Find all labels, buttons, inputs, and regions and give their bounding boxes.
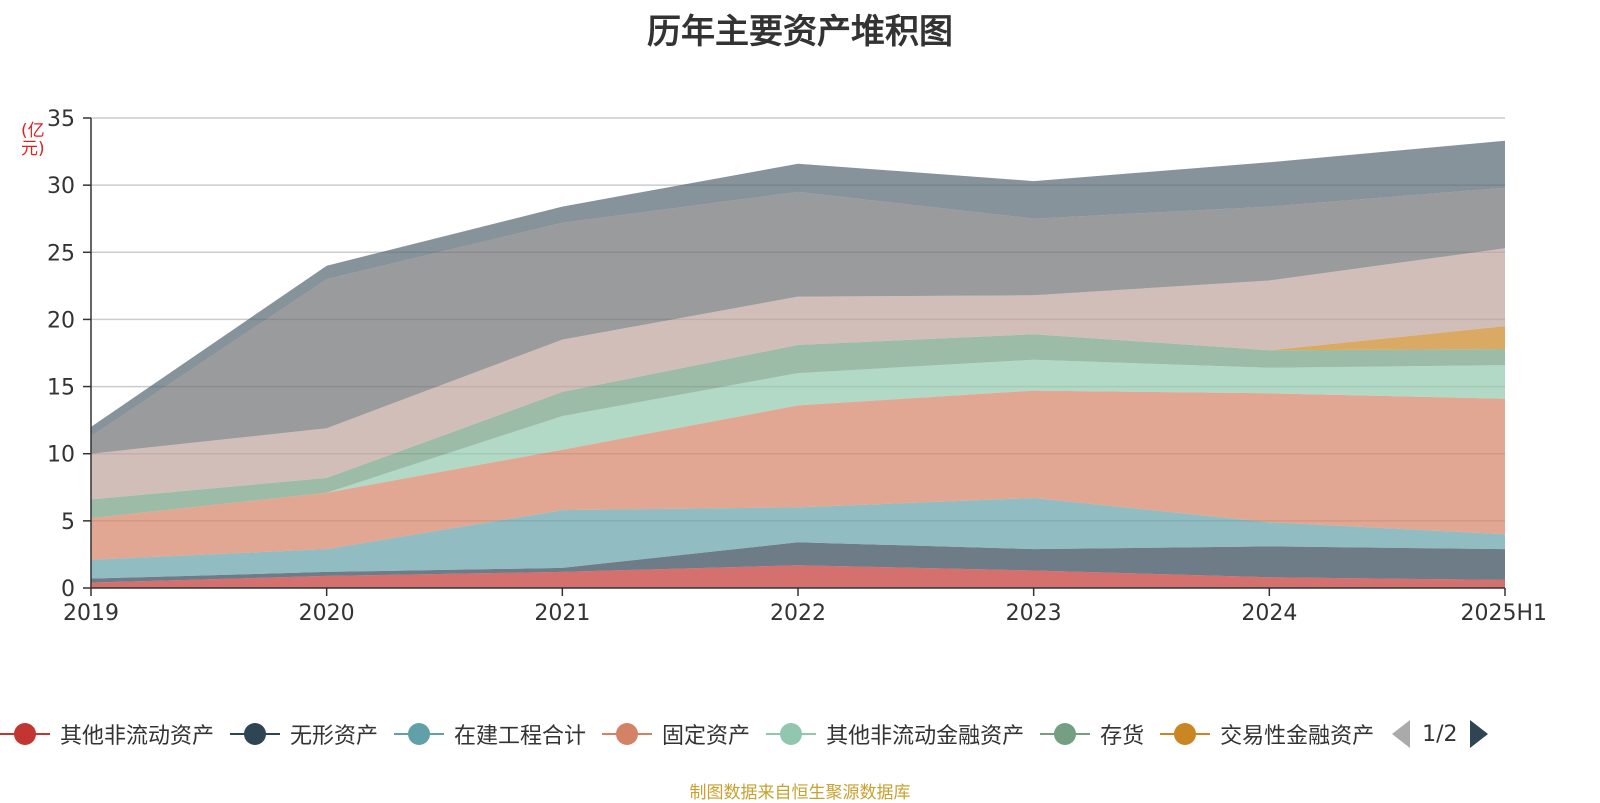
area-series-3 (91, 390, 1505, 560)
y-axis-unit: (亿元) (21, 121, 45, 159)
legend-item[interactable]: 存货 (1040, 718, 1144, 750)
y-tick-label: 5 (61, 510, 75, 535)
legend-label: 交易性金融资产 (1220, 724, 1375, 749)
legend: 其他非流动资产 无形资产 在建工程合计 固定资产 其他非流动金融资产 存货 交易性金融资产 … (0, 714, 1600, 754)
legend-marker-dot (780, 723, 803, 745)
y-tick-label: 10 (47, 443, 75, 468)
legend-prev-page-icon[interactable] (1392, 720, 1411, 748)
x-tick-label: 2025H1 (1460, 601, 1547, 626)
legend-label: 在建工程合计 (454, 724, 587, 749)
x-tick-label: 2024 (1241, 601, 1297, 626)
y-tick-label: 30 (47, 174, 75, 199)
legend-marker-dot (616, 723, 639, 745)
legend-pager: 1/2 (1392, 720, 1488, 748)
legend-item[interactable]: 其他非流动金融资产 (766, 718, 1024, 750)
legend-marker-dot (1054, 723, 1077, 745)
area-series-1 (91, 542, 1505, 583)
y-tick-label: 15 (47, 376, 75, 401)
legend-label: 其他非流动资产 (60, 724, 215, 749)
y-tick-labels: 0 5 10 15 20 25 30 35 (47, 107, 75, 602)
area-series-4 (91, 359, 1505, 519)
axes (83, 117, 1506, 596)
legend-label: 无形资产 (290, 724, 379, 749)
legend-label: 固定资产 (662, 724, 751, 749)
x-tick-label: 2020 (299, 601, 355, 626)
legend-marker-dot (408, 723, 431, 745)
area-series-6 (91, 326, 1505, 500)
area-series-9 (91, 140, 1505, 437)
area-series (91, 140, 1505, 588)
x-tick-label: 2019 (63, 601, 119, 626)
y-tick-label: 0 (61, 577, 75, 602)
legend-item[interactable]: 固定资产 (602, 718, 750, 750)
area-series-0 (91, 565, 1505, 588)
area-series-5 (91, 334, 1505, 519)
legend-label: 其他非流动金融资产 (826, 724, 1025, 749)
area-series-8 (91, 187, 1505, 454)
x-tick-label: 2023 (1006, 601, 1062, 626)
legend-marker-icon (602, 721, 653, 747)
y-tick-label: 20 (47, 308, 75, 333)
legend-next-page-icon[interactable] (1469, 720, 1488, 748)
data-source-note: 制图数据来自恒生聚源数据库 (689, 783, 911, 803)
area-series-2 (91, 498, 1505, 579)
legend-marker-icon (1160, 721, 1211, 747)
y-tick-label: 25 (47, 241, 75, 266)
legend-items: 其他非流动资产 无形资产 在建工程合计 固定资产 其他非流动金融资产 存货 交易性金融资产 (0, 718, 1390, 750)
legend-marker-dot (14, 723, 36, 745)
legend-item[interactable]: 交易性金融资产 (1160, 718, 1374, 750)
area-series-7 (91, 248, 1505, 500)
legend-item[interactable]: 无形资产 (230, 718, 378, 750)
legend-marker-icon (766, 721, 817, 747)
x-tick-label: 2021 (534, 601, 590, 626)
legend-item[interactable]: 其他非流动资产 (0, 718, 214, 750)
x-tick-label: 2022 (770, 601, 826, 626)
legend-marker-icon (394, 721, 445, 747)
legend-marker-dot (1174, 723, 1197, 745)
legend-marker-icon (0, 721, 50, 747)
legend-item[interactable]: 在建工程合计 (394, 718, 586, 750)
legend-marker-dot (244, 723, 267, 745)
chart-title: 历年主要资产堆积图 (647, 12, 953, 52)
legend-page-indicator: 1/2 (1422, 721, 1458, 747)
legend-marker-icon (230, 721, 281, 747)
legend-label: 存货 (1100, 724, 1145, 749)
y-tick-label: 35 (47, 107, 75, 132)
legend-marker-icon (1040, 721, 1091, 747)
x-tick-labels: 2019 2020 2021 2022 2023 2024 2025H1 (63, 601, 1547, 626)
